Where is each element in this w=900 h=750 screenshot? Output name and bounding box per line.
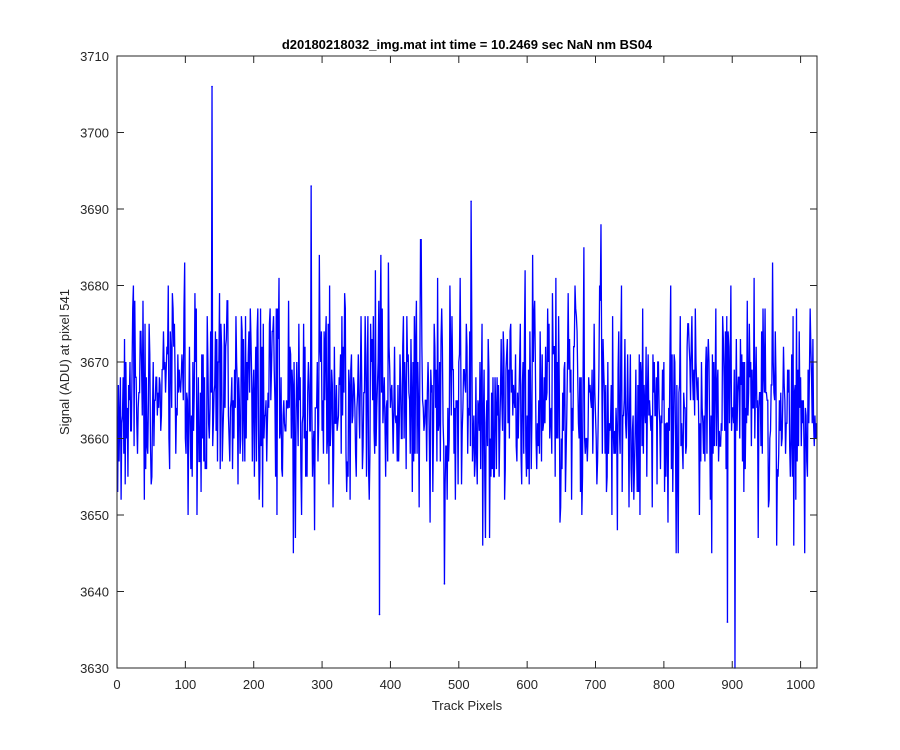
x-axis-ticks: 0 100 200 300 400 500 600 700 800 900 1000 xyxy=(113,56,815,692)
signal-series-line xyxy=(117,86,817,668)
notable-point xyxy=(470,200,472,203)
y-tick-label: 3690 xyxy=(80,202,109,217)
x-tick-label: 0 xyxy=(113,677,120,692)
x-tick-label: 400 xyxy=(380,677,402,692)
y-tick-label: 3630 xyxy=(80,661,109,676)
notable-point xyxy=(310,185,312,187)
x-tick-label: 300 xyxy=(311,677,333,692)
y-tick-label: 3660 xyxy=(80,432,109,447)
x-tick-label: 100 xyxy=(175,677,197,692)
plot-area: 0 100 200 300 400 500 600 700 800 900 1000 3630 364… xyxy=(80,49,818,692)
notable-point xyxy=(378,613,381,616)
notable-point xyxy=(211,85,213,88)
x-axis-label: Track Pixels xyxy=(432,698,503,713)
y-tick-label: 3670 xyxy=(80,355,109,370)
x-tick-label: 800 xyxy=(653,677,675,692)
y-tick-label: 3700 xyxy=(80,126,109,141)
x-tick-label: 700 xyxy=(585,677,607,692)
notable-point xyxy=(726,621,729,623)
y-axis-label: Signal (ADU) at pixel 541 xyxy=(57,289,72,435)
x-tick-label: 500 xyxy=(448,677,470,692)
y-tick-label: 3640 xyxy=(80,585,109,600)
x-tick-label: 200 xyxy=(243,677,265,692)
notable-point xyxy=(443,583,446,585)
x-tick-label: 1000 xyxy=(786,677,815,692)
y-tick-label: 3680 xyxy=(80,279,109,294)
chart-title: d20180218032_img.mat int time = 10.2469 … xyxy=(282,37,653,52)
x-tick-label: 900 xyxy=(721,677,743,692)
y-axis-ticks: 3630 3640 3650 3660 3670 3680 3690 3700 3710 xyxy=(80,49,817,676)
y-tick-label: 3650 xyxy=(80,508,109,523)
y-tick-label: 3710 xyxy=(80,49,109,64)
x-tick-label: 600 xyxy=(516,677,538,692)
